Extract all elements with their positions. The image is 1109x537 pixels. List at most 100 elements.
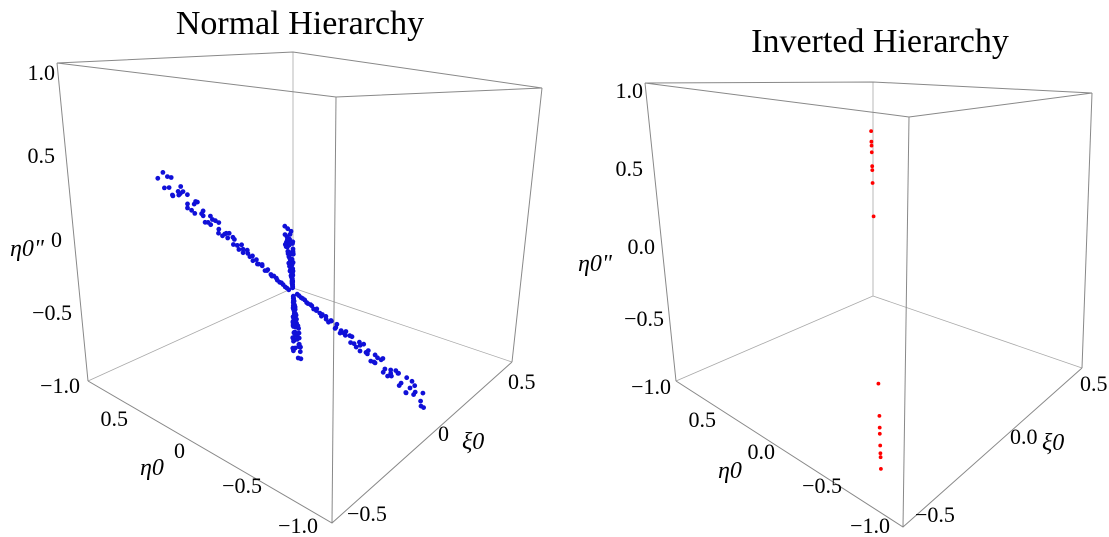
data-point (870, 168, 875, 173)
data-point (282, 232, 288, 238)
data-point (869, 139, 874, 144)
x-tick-label: 0.5 (508, 369, 536, 394)
y-tick-label: 0.5 (689, 407, 717, 432)
data-point (168, 175, 174, 180)
data-point (291, 307, 297, 312)
x-tick-label: 0 (438, 421, 449, 446)
data-point (878, 443, 883, 448)
data-point (290, 246, 296, 252)
data-point (225, 235, 231, 241)
data-point (297, 349, 303, 355)
data-point (208, 213, 213, 219)
data-point (245, 251, 251, 256)
data-point (388, 367, 394, 373)
data-point (189, 207, 195, 213)
data-point (291, 315, 296, 321)
data-point (185, 192, 190, 198)
z-tick-label: −1.0 (40, 373, 80, 398)
z-axis-label: η0" (10, 236, 45, 262)
y-tick-label: −1.0 (850, 513, 890, 537)
x-axis-label: ξ0 (1042, 430, 1064, 456)
y-tick-label: −1.0 (278, 513, 318, 537)
x-axis: 0.5 0 −0.5 ξ0 (347, 369, 536, 526)
data-point (337, 330, 343, 336)
data-point (342, 332, 348, 338)
data-point (291, 348, 296, 354)
data-point (160, 170, 166, 175)
bounding-box (644, 81, 1093, 528)
data-point (871, 214, 876, 219)
data-point (351, 341, 357, 347)
data-point (282, 242, 288, 247)
data-point (259, 262, 265, 267)
data-point (236, 247, 242, 252)
data-point (328, 318, 334, 323)
data-point (879, 467, 883, 471)
data-point (877, 414, 882, 418)
normal-hierarchy-plot: Normal Hierarchy 1.0 0.5 0 −0.5 −1.0 η0"… (10, 5, 543, 537)
z-tick-label: 0.5 (616, 156, 644, 181)
data-point (372, 360, 378, 366)
data-point (869, 129, 873, 134)
y-tick-label: 0 (174, 438, 185, 463)
x-tick-label: 0.5 (1080, 371, 1108, 396)
y-axis: 0.5 0.0 −0.5 −1.0 η0 (689, 407, 891, 537)
data-point (290, 251, 296, 257)
data-point (290, 266, 296, 272)
data-point (869, 150, 874, 155)
data-point (380, 356, 386, 361)
z-tick-label: 0.5 (28, 143, 56, 168)
data-point (222, 231, 228, 237)
data-point (343, 329, 349, 334)
data-point (162, 185, 167, 191)
y-axis: 0.5 0 −0.5 −1.0 η0 (101, 406, 319, 537)
bounding-box (56, 51, 543, 524)
data-point (412, 383, 418, 389)
y-tick-label: −0.5 (802, 473, 842, 498)
data-point (357, 348, 363, 354)
data-point (199, 211, 205, 217)
data-point (319, 312, 325, 317)
data-point (375, 355, 380, 361)
data-point (240, 246, 246, 252)
data-point (420, 390, 426, 396)
z-axis: 1.0 0.5 0 −0.5 −1.0 η0" (10, 60, 80, 398)
y-tick-label: 0.0 (748, 439, 776, 464)
data-point (240, 250, 246, 256)
data-point (185, 205, 190, 211)
data-point (165, 174, 170, 180)
z-tick-label: −1.0 (631, 374, 671, 399)
data-point (398, 380, 404, 386)
data-point (239, 242, 245, 248)
data-point (290, 335, 296, 341)
data-point (230, 234, 236, 240)
data-point (869, 143, 874, 148)
z-axis: 1.0 0.5 0.0 −0.5 −1.0 η0" (578, 78, 671, 399)
data-point (170, 193, 176, 199)
data-point (285, 251, 291, 257)
data-point (870, 164, 875, 169)
x-tick-label: −0.5 (347, 501, 387, 526)
data-point (878, 455, 883, 460)
data-point (877, 425, 882, 430)
data-point (216, 226, 222, 232)
chart-title: Inverted Hierarchy (751, 23, 1009, 60)
data-point (282, 223, 288, 229)
data-point (403, 390, 409, 395)
data-point (255, 261, 260, 267)
data-point (382, 366, 388, 372)
data-point (288, 228, 294, 234)
data-point (262, 268, 268, 273)
data-point (166, 185, 172, 191)
data-point (418, 398, 423, 404)
data-point (389, 373, 394, 379)
x-tick-label: −0.5 (915, 502, 955, 527)
z-axis-label: η0" (578, 251, 613, 277)
data-point (216, 230, 221, 236)
scatter-points (155, 170, 426, 410)
z-tick-label: −0.5 (624, 306, 664, 331)
y-axis-label: η0 (718, 458, 742, 484)
z-tick-label: −0.5 (32, 300, 72, 325)
x-axis-label: ξ0 (462, 429, 484, 455)
